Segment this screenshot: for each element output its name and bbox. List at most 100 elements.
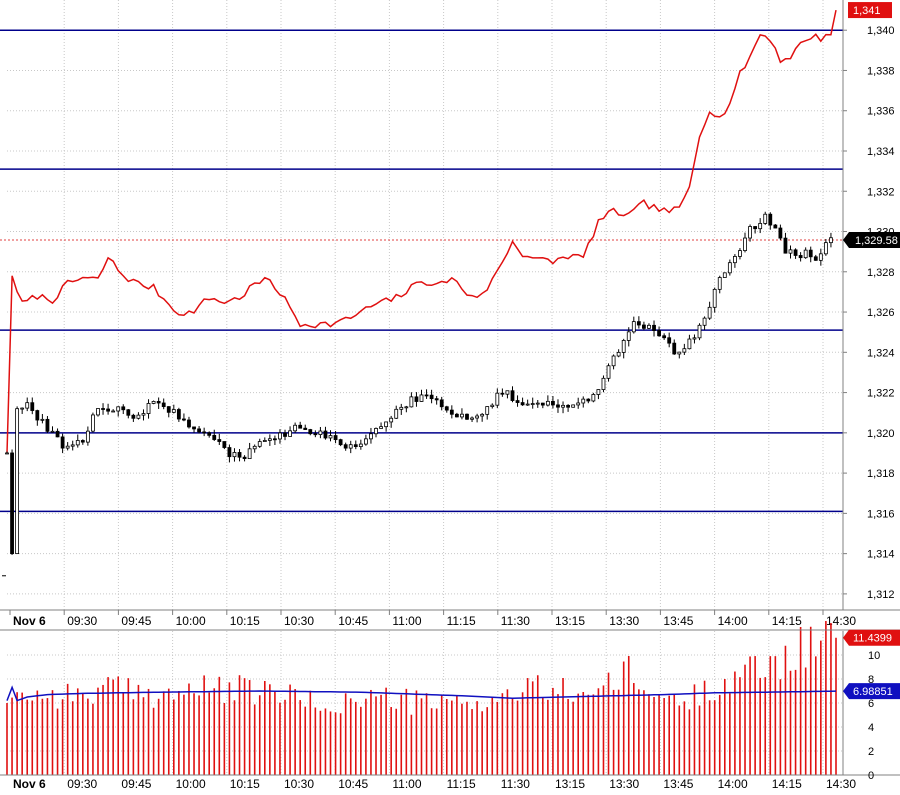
x-tick-label: 09:30 <box>67 614 97 628</box>
candlestick <box>662 333 667 340</box>
candle-body <box>45 418 50 432</box>
candlestick <box>788 245 793 259</box>
candle-body <box>515 400 520 403</box>
candle-body <box>222 441 227 448</box>
candle-body <box>823 242 828 255</box>
candlestick <box>470 416 474 422</box>
candlestick <box>717 275 722 294</box>
candle-body <box>414 396 419 402</box>
volume-x-tick-label: 10:15 <box>230 777 260 790</box>
candle-body <box>758 223 763 230</box>
candle-body <box>773 224 778 229</box>
candlestick <box>672 339 677 355</box>
candlestick <box>444 405 449 413</box>
volume-tick-label: 6 <box>868 698 874 710</box>
volume-x-tick-label: 09:30 <box>67 777 97 790</box>
candlestick <box>45 416 50 433</box>
volume-x-tick-label: 10:45 <box>338 777 368 790</box>
candle-body <box>581 398 586 404</box>
candle-body <box>313 433 318 436</box>
candle-body <box>288 430 292 437</box>
candle-body <box>525 403 530 406</box>
x-tick-label: 10:45 <box>338 614 368 628</box>
candle-body <box>389 417 394 423</box>
candle-body <box>571 404 576 408</box>
candle-body <box>429 394 434 400</box>
candle-body <box>798 255 803 259</box>
candle-body <box>85 430 90 443</box>
candlestick <box>333 431 338 444</box>
candle-body <box>136 414 141 419</box>
candlestick <box>20 407 25 414</box>
candle-body <box>475 415 480 419</box>
candlestick <box>738 248 742 260</box>
candle-body <box>369 433 373 440</box>
volume-tick-label: 10 <box>868 650 880 662</box>
candle-body <box>596 389 601 395</box>
candle-body <box>101 408 105 410</box>
candlestick <box>510 386 515 403</box>
candle-body <box>793 249 798 256</box>
candlestick <box>384 421 389 432</box>
candlestick <box>449 405 454 419</box>
candle-body <box>293 424 298 432</box>
candlestick <box>561 401 565 414</box>
candle-body <box>490 404 495 407</box>
candle-body <box>121 406 126 411</box>
candle-body <box>449 409 454 415</box>
candle-body <box>65 445 70 449</box>
candlestick <box>687 334 692 350</box>
candlestick <box>222 441 227 450</box>
candle-body <box>647 324 651 329</box>
candle-body <box>505 390 510 395</box>
candlestick <box>404 405 409 413</box>
candlestick <box>727 259 732 276</box>
candle-body <box>171 409 176 413</box>
candlestick <box>389 415 394 428</box>
candle-body <box>60 436 65 449</box>
candlestick <box>161 398 166 410</box>
candle-body <box>197 428 201 433</box>
candlestick <box>298 421 303 429</box>
candle-body <box>813 256 818 261</box>
candlestick <box>631 316 636 334</box>
candle-body <box>252 445 257 450</box>
candlestick <box>424 389 429 399</box>
candle-body <box>702 317 707 326</box>
candle-body <box>182 418 186 421</box>
candlestick <box>763 211 768 225</box>
volume-x-tick-label: 11:15 <box>447 777 476 790</box>
candlestick <box>495 388 500 408</box>
candlestick <box>70 440 75 451</box>
candlestick <box>202 427 207 437</box>
candle-body <box>460 413 464 418</box>
candlestick <box>363 434 368 446</box>
candle-body <box>738 250 742 257</box>
candle-body <box>338 439 343 446</box>
candle-body <box>247 448 252 460</box>
candle-body <box>409 396 414 408</box>
candle-body <box>151 401 156 404</box>
candle-body <box>75 440 80 446</box>
candle-body <box>591 394 596 402</box>
candle-body <box>829 237 833 244</box>
candlestick <box>798 252 803 262</box>
candlestick <box>131 413 136 422</box>
candlestick <box>85 426 90 446</box>
x-tick-label: Nov 6 <box>13 614 46 628</box>
candle-body <box>500 392 505 395</box>
candlestick <box>591 392 596 403</box>
candlestick <box>75 434 80 448</box>
volume-x-tick-label: 14:15 <box>772 777 802 790</box>
candle-body <box>25 402 30 409</box>
last-volume-label: 11.4399 <box>853 633 892 645</box>
candlestick <box>783 232 788 254</box>
volume-x-tick-label: 10:30 <box>284 777 314 790</box>
x-tick-label: 10:30 <box>284 614 314 628</box>
candle-body <box>70 444 75 447</box>
x-tick-label: 13:15 <box>555 614 585 628</box>
candlestick <box>328 430 333 442</box>
candlestick <box>621 338 626 359</box>
candle-body <box>358 443 363 447</box>
candle-body <box>374 428 378 435</box>
